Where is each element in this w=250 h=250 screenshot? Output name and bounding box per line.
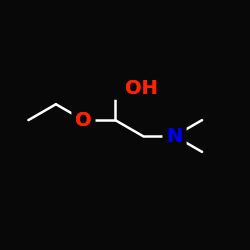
Text: N: N <box>166 126 183 146</box>
Text: OH: OH <box>125 79 158 98</box>
Text: OH: OH <box>125 79 158 98</box>
Text: N: N <box>166 126 183 146</box>
Text: O: O <box>75 110 92 130</box>
Text: O: O <box>75 110 92 130</box>
